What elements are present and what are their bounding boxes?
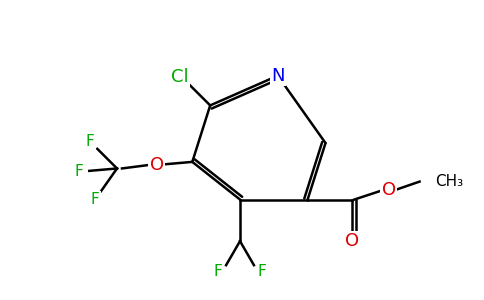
Text: F: F [75,164,84,179]
Text: O: O [345,232,360,250]
Text: Cl: Cl [171,68,188,86]
Text: N: N [271,67,285,85]
Text: CH₃: CH₃ [436,174,464,189]
Text: F: F [86,134,95,149]
Text: F: F [91,192,100,207]
Text: F: F [257,264,266,279]
Text: O: O [382,181,396,199]
Text: O: O [150,156,164,174]
Text: F: F [214,264,223,279]
